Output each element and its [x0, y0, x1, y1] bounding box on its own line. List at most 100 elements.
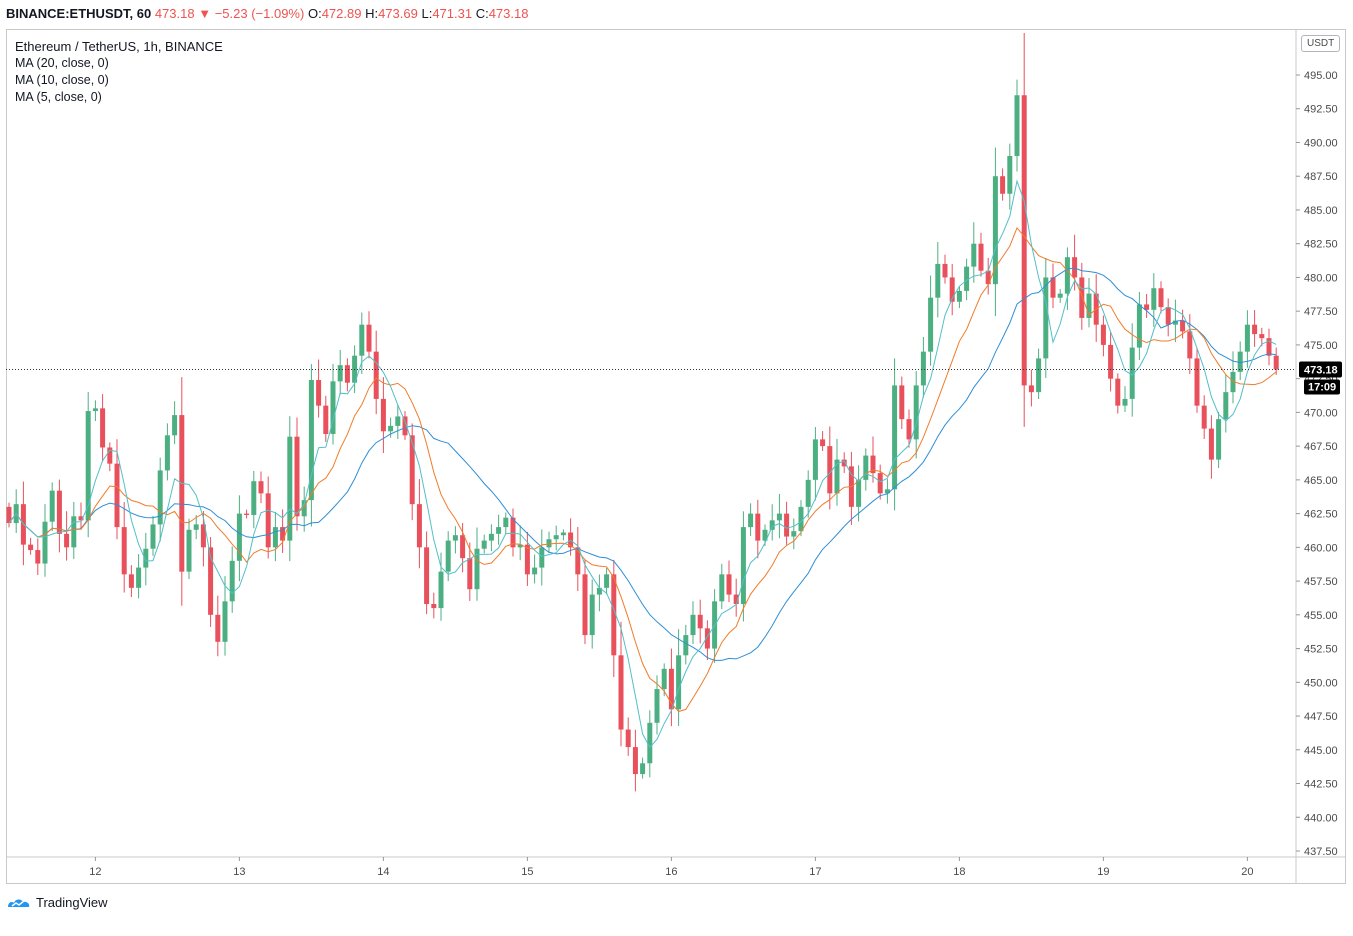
candle-body: [553, 535, 559, 540]
candle-body: [985, 270, 991, 285]
price-tick-label: 462.50: [1304, 509, 1338, 521]
candle-body: [1180, 320, 1186, 332]
candle-body: [683, 635, 689, 656]
candle-body: [128, 574, 134, 588]
candle-body: [388, 425, 394, 432]
candle-body: [820, 439, 826, 447]
candle-body: [373, 351, 379, 399]
currency-button[interactable]: USDT: [1301, 35, 1341, 52]
candle-body: [323, 405, 329, 434]
candle-body: [294, 436, 300, 517]
low-label: L:: [421, 6, 433, 21]
close-value: 473.18: [488, 6, 529, 21]
candle-body: [539, 547, 545, 568]
candle-body: [1036, 358, 1042, 393]
price-change: −5.23 (−1.09%): [214, 6, 305, 21]
candle-body: [1165, 307, 1171, 325]
ma10-line: [8, 226, 1277, 713]
candle-body: [488, 533, 494, 541]
legend-ma10[interactable]: MA (10, close, 0): [15, 73, 109, 87]
candle-body: [935, 263, 941, 298]
symbol-name[interactable]: BINANCE:ETHUSDT, 60: [6, 6, 152, 21]
candle-body: [632, 747, 638, 775]
ma20-line: [8, 267, 1277, 661]
candle-body: [604, 574, 610, 588]
price-tick-label: 485.00: [1304, 205, 1338, 217]
time-axis[interactable]: 12 13 14 15 16 17 18 19 20: [89, 857, 1254, 878]
time-tick-label: 17: [809, 866, 821, 878]
candle-body: [136, 567, 142, 588]
price-tick-label: 440.00: [1304, 812, 1338, 824]
candle-body: [337, 365, 343, 382]
legend-title[interactable]: Ethereum / TetherUS, 1h, BINANCE: [15, 39, 223, 54]
time-tick-label: 14: [377, 866, 389, 878]
candle-body: [265, 493, 271, 548]
candle-body: [1158, 288, 1164, 308]
candle-body: [892, 385, 898, 490]
candle-body: [121, 527, 127, 575]
candle-body: [661, 668, 667, 690]
tradingview-logo-icon: [8, 898, 30, 907]
candle-body: [172, 415, 178, 436]
candle-body: [611, 574, 617, 656]
candle-body: [1144, 304, 1150, 310]
candle-body: [1187, 331, 1193, 359]
legend-ma20[interactable]: MA (20, close, 0): [15, 56, 109, 70]
candle-body: [1259, 334, 1265, 339]
candle-body: [1216, 419, 1222, 460]
candle-body: [654, 689, 660, 723]
time-tick-label: 12: [89, 866, 101, 878]
candle-body: [971, 243, 977, 267]
candle-body: [1057, 293, 1063, 298]
chart-frame[interactable]: [6, 29, 1346, 884]
high-value: 473.69: [378, 6, 418, 21]
candle-body: [359, 324, 365, 356]
candle-body: [978, 243, 984, 271]
price-tick-label: 480.00: [1304, 272, 1338, 284]
candle-body: [1064, 257, 1070, 294]
candle-body: [596, 587, 602, 595]
symbol-header: BINANCE:ETHUSDT, 60 473.18 ▼ −5.23 (−1.0…: [6, 6, 528, 21]
candle-body: [1021, 95, 1027, 386]
candle-body: [899, 385, 905, 420]
price-tick-label: 492.50: [1304, 104, 1338, 116]
candle-body: [704, 628, 710, 649]
price-tick-label: 452.50: [1304, 644, 1338, 656]
candle-body: [956, 290, 962, 302]
candle-body: [179, 415, 185, 572]
candle-body: [697, 614, 703, 629]
last-price-label: 473.18: [1304, 364, 1338, 376]
candle-body: [532, 567, 538, 575]
candle-body: [1115, 378, 1121, 406]
candle-body: [1079, 277, 1085, 318]
candle-body: [200, 524, 206, 548]
candle-body: [1151, 288, 1157, 310]
candle-body: [85, 411, 91, 521]
price-tick-label: 455.00: [1304, 610, 1338, 622]
candle-body: [1244, 324, 1250, 352]
candle-body: [366, 324, 372, 352]
candle-body: [1136, 304, 1142, 348]
candle-body: [510, 517, 516, 548]
candle-body: [798, 506, 804, 532]
candle-body: [344, 365, 350, 383]
candle-body: [964, 266, 970, 291]
low-value: 471.31: [432, 6, 473, 21]
candle-body: [308, 380, 314, 501]
candle-body: [157, 470, 163, 525]
price-axis[interactable]: 437.50 440.00 442.50 445.00 447.50 450.00 452.…: [1296, 70, 1338, 858]
price-tick-label: 445.00: [1304, 745, 1338, 757]
candle-body: [150, 524, 156, 549]
brand[interactable]: TradingView: [6, 895, 108, 910]
candle-body: [791, 531, 797, 537]
legend-ma5[interactable]: MA (5, close, 0): [15, 90, 102, 104]
candle-body: [100, 408, 106, 448]
candle-body: [64, 533, 70, 548]
candle-body: [625, 729, 631, 748]
candle-body: [496, 527, 502, 534]
candle-body: [1000, 176, 1006, 194]
candle-body: [834, 459, 840, 494]
candle-body: [42, 521, 48, 564]
candle-body: [906, 419, 912, 440]
